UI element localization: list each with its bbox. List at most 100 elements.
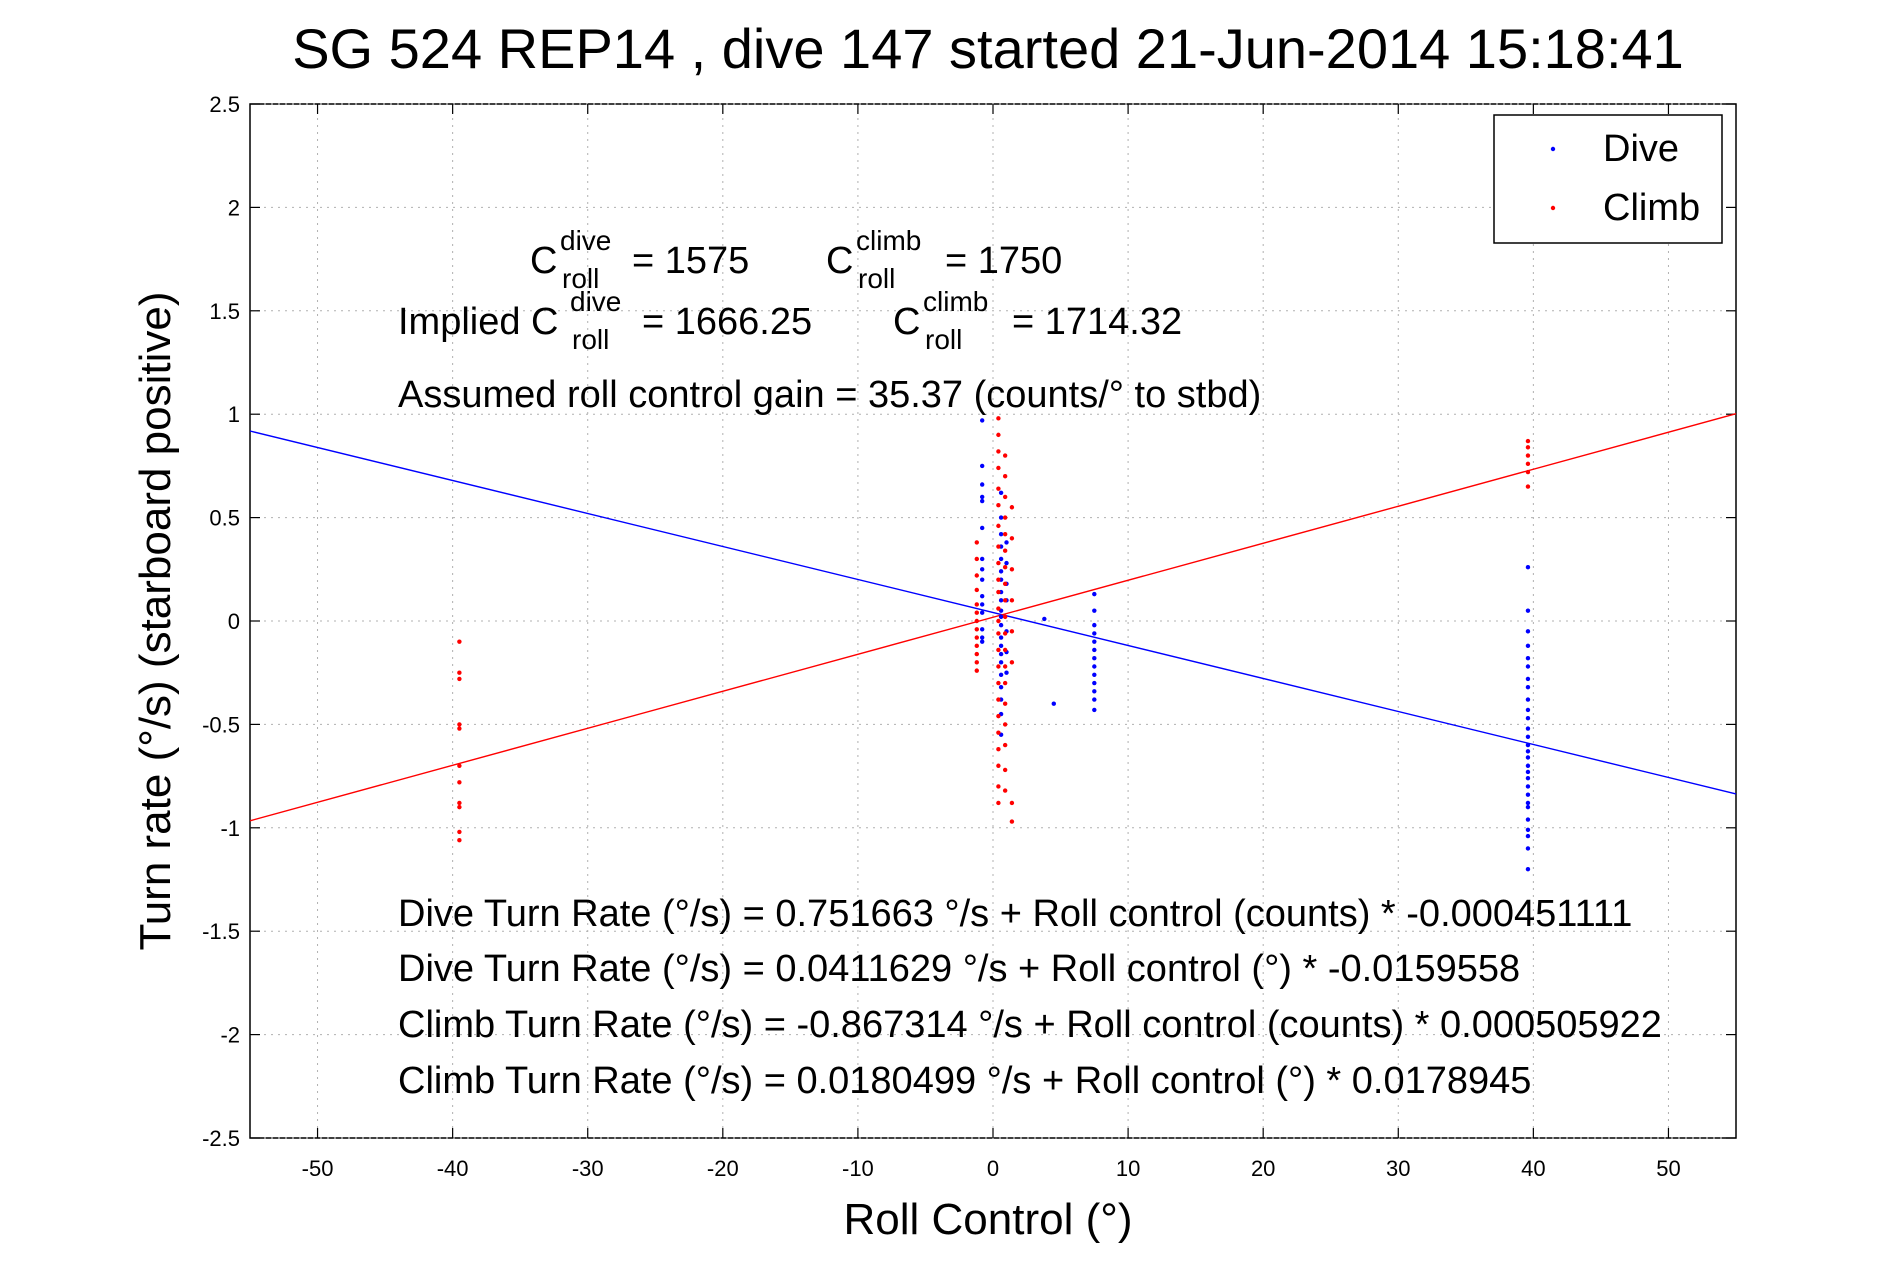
y-tick-label: 2.5 <box>209 92 240 117</box>
dive-point <box>998 531 1004 537</box>
climb-point <box>974 610 979 615</box>
dive-point <box>979 498 985 504</box>
dive-point <box>998 660 1004 665</box>
climb-point <box>457 639 462 644</box>
climb-point <box>1009 819 1015 824</box>
implied-c-climb-symbol: C <box>893 301 920 343</box>
dive-point <box>998 684 1004 690</box>
climb-point <box>974 540 979 545</box>
climb-point <box>1002 767 1008 773</box>
dive-point <box>1525 608 1531 613</box>
legend-dive-label: Dive <box>1603 128 1679 170</box>
grid-layer <box>250 103 1736 1139</box>
dive-point <box>1525 742 1531 748</box>
dive-point <box>1525 749 1531 754</box>
dive-point <box>1092 656 1097 661</box>
climb-point <box>974 618 979 624</box>
x-tick-label: -20 <box>707 1156 739 1181</box>
c-dive-value: = 1575 <box>632 240 749 282</box>
x-axis-label: Roll Control (°) <box>844 1195 1133 1244</box>
dive-point <box>1525 656 1531 661</box>
climb-point <box>1002 631 1008 636</box>
x-tick-label: 50 <box>1656 1156 1680 1181</box>
dive-point <box>1004 670 1009 675</box>
dive-point <box>998 672 1004 677</box>
legend-climb-label: Climb <box>1603 187 1700 229</box>
climb-point <box>996 730 1001 735</box>
dive-point <box>1525 755 1531 760</box>
climb-point <box>996 713 1001 719</box>
dive-point <box>1525 707 1531 713</box>
y-tick-label: 0.5 <box>209 506 240 531</box>
dive-point <box>1092 639 1097 644</box>
climb-point <box>1009 505 1015 510</box>
dive-point <box>1525 676 1531 682</box>
climb-point <box>457 829 462 835</box>
climb-point <box>1525 469 1531 475</box>
dive-point <box>998 515 1004 520</box>
dive-point <box>979 577 985 582</box>
climb-point <box>457 838 462 843</box>
climb-point <box>996 523 1001 529</box>
fit-line-climb <box>249 413 1737 822</box>
climb-point <box>457 676 462 682</box>
dive-point <box>1525 565 1531 570</box>
dive-point <box>979 610 985 615</box>
climb-point <box>996 589 1001 595</box>
climb-point <box>996 432 1001 438</box>
implied-c-dive-subscript: roll <box>572 324 609 355</box>
dive-point <box>1525 715 1531 721</box>
x-tick-label: -40 <box>437 1156 469 1181</box>
dive-point <box>979 593 985 599</box>
legend: Dive Climb <box>1493 114 1723 244</box>
c-dive-superscript: dive <box>560 225 611 256</box>
dive-point <box>1092 680 1097 686</box>
dive-point <box>998 622 1004 628</box>
y-axis-ticks: -2.5 -2 -1.5 -1 -0.5 0 0.5 1 1.5 2 2.5 <box>202 92 1736 1151</box>
climb-point <box>1002 548 1008 553</box>
dive-point <box>998 556 1004 562</box>
climb-point <box>1525 438 1531 444</box>
y-tick-label: 1.5 <box>209 299 240 324</box>
climb-point <box>457 800 462 806</box>
y-tick-label: -1.5 <box>202 919 240 944</box>
climb-point <box>996 631 1001 636</box>
climb-point <box>1002 598 1008 603</box>
climb-point <box>1009 567 1015 572</box>
legend-climb-marker <box>1550 205 1556 211</box>
dive-point <box>1525 734 1531 740</box>
climb-point <box>974 627 979 632</box>
dive-point <box>1525 697 1531 702</box>
climb-point <box>457 722 462 727</box>
c-climb-subscript: roll <box>858 263 895 294</box>
dive-point <box>979 463 985 469</box>
legend-box <box>1493 114 1723 244</box>
x-tick-label: -50 <box>302 1156 334 1181</box>
climb-point <box>996 449 1001 454</box>
climb-point <box>1002 565 1008 570</box>
equation-dive-degrees: Dive Turn Rate (°/s) = 0.0411629 °/s + R… <box>398 948 1520 990</box>
dive-point <box>1092 672 1097 677</box>
climb-point <box>974 660 979 665</box>
fit-line-dive <box>249 430 1737 795</box>
x-tick-label: 0 <box>987 1156 999 1181</box>
climb-point <box>1002 531 1008 537</box>
dive-point <box>1092 622 1097 628</box>
climb-point <box>974 556 979 562</box>
climb-point <box>457 670 462 675</box>
x-tick-label: 30 <box>1386 1156 1410 1181</box>
climb-point <box>974 573 979 578</box>
climb-point <box>457 804 462 810</box>
dive-point <box>1525 846 1531 851</box>
climb-point <box>1002 494 1008 500</box>
climb-point <box>457 780 462 785</box>
y-tick-label: -2 <box>220 1023 240 1048</box>
climb-point <box>996 800 1001 806</box>
x-tick-label: 10 <box>1116 1156 1140 1181</box>
dive-point <box>1042 616 1047 622</box>
dive-point <box>998 651 1004 657</box>
climb-point <box>996 697 1001 702</box>
x-tick-label: -10 <box>842 1156 874 1181</box>
climb-point <box>1002 680 1008 686</box>
